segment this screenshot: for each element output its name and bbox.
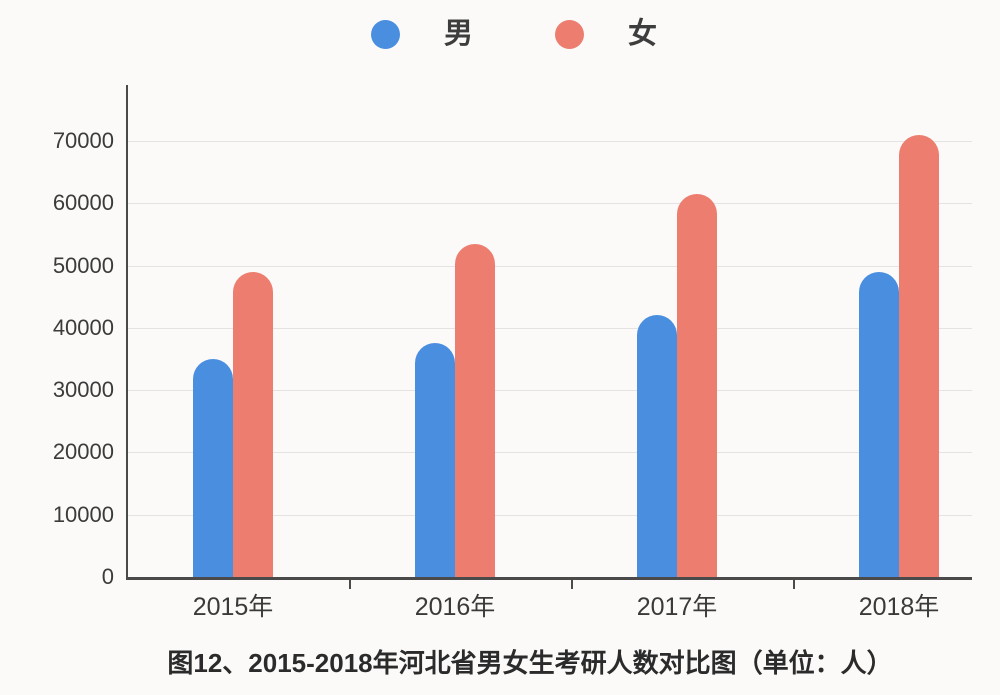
legend-item-male: 男 bbox=[371, 16, 473, 52]
gridline-30000 bbox=[128, 390, 972, 392]
bar-male-2016年 bbox=[415, 343, 455, 577]
x-axis-line bbox=[126, 577, 972, 580]
gridline-70000 bbox=[128, 140, 972, 142]
legend-label-male: 男 bbox=[444, 18, 474, 50]
y-axis-tick-label-10000: 10000 bbox=[52, 501, 114, 527]
x-axis-tick bbox=[793, 580, 795, 589]
gridline-10000 bbox=[128, 514, 972, 516]
y-axis-tick-label-20000: 20000 bbox=[52, 439, 114, 465]
legend-swatch-male-icon bbox=[371, 19, 400, 49]
bar-male-2018年 bbox=[859, 271, 899, 577]
y-axis-tick-label-0: 0 bbox=[101, 564, 114, 589]
bar-female-2016年 bbox=[455, 243, 495, 577]
y-axis-tick-label-70000: 70000 bbox=[52, 127, 114, 153]
legend-item-female: 女 bbox=[555, 16, 657, 52]
x-axis-tick bbox=[349, 580, 351, 589]
y-axis-line bbox=[126, 85, 128, 579]
x-axis-category-label-2018年: 2018年 bbox=[858, 593, 940, 621]
gridline-50000 bbox=[128, 265, 972, 267]
y-axis-tick-label-50000: 50000 bbox=[52, 252, 114, 278]
legend: 男 女 bbox=[371, 16, 657, 52]
gridline-20000 bbox=[128, 452, 972, 454]
gridline-60000 bbox=[128, 203, 972, 205]
bar-male-2017年 bbox=[637, 315, 677, 577]
bar-male-2015年 bbox=[193, 358, 233, 577]
y-axis-tick-label-60000: 60000 bbox=[52, 190, 114, 216]
bar-female-2017年 bbox=[677, 193, 717, 577]
legend-swatch-female-icon bbox=[555, 19, 585, 49]
x-axis-category-label-2017年: 2017年 bbox=[636, 593, 718, 621]
x-axis-category-label-2016年: 2016年 bbox=[414, 593, 496, 621]
gridline-40000 bbox=[128, 327, 972, 329]
y-axis-tick-label-40000: 40000 bbox=[52, 314, 114, 340]
x-axis-category-label-2015年: 2015年 bbox=[192, 593, 274, 621]
chart-title: 图12、2015-2018年河北省男女生考研人数对比图（单位：人） bbox=[167, 648, 893, 678]
bar-female-2018年 bbox=[899, 134, 939, 577]
legend-label-female: 女 bbox=[628, 18, 658, 50]
y-axis-tick-label-30000: 30000 bbox=[52, 377, 114, 403]
bar-female-2015年 bbox=[233, 271, 273, 577]
x-axis-tick bbox=[571, 580, 573, 589]
